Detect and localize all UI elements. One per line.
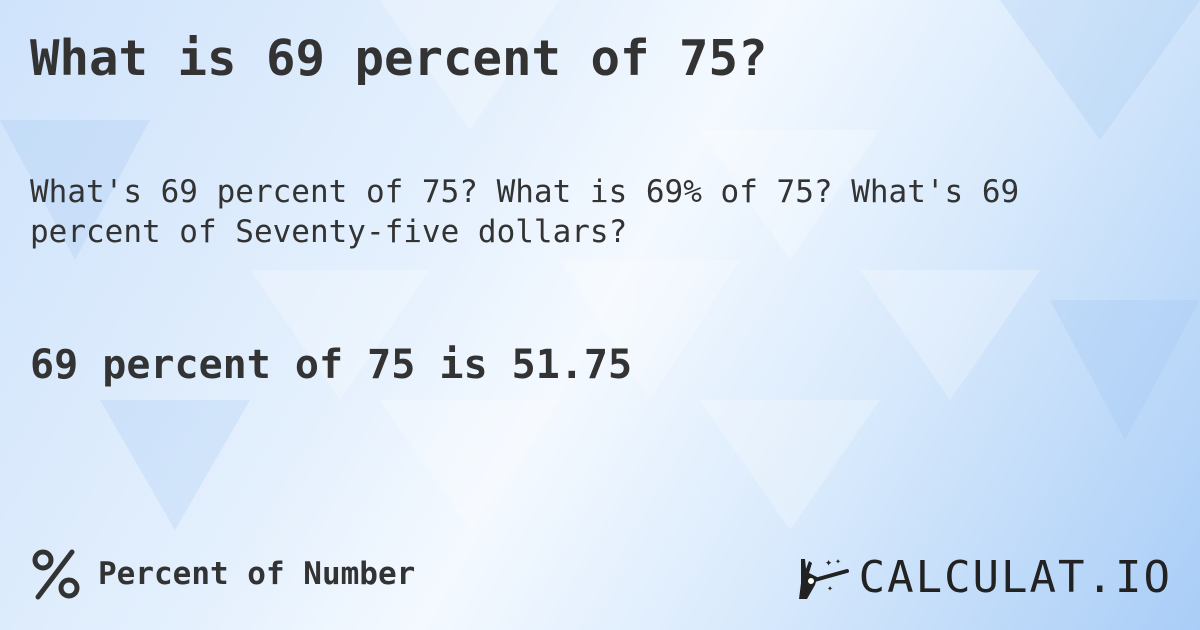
percent-icon [32, 549, 80, 600]
page-title: What is 69 percent of 75? [30, 30, 768, 87]
svg-text:✦: ✦ [827, 583, 833, 594]
calculat-io-logo: ✦ ✦ ✦ CALCULAT.IO [797, 552, 1172, 603]
logo-text: CALCULAT.IO [858, 552, 1172, 603]
result-text: 69 percent of 75 is 51.75 [30, 342, 633, 388]
svg-text:✦: ✦ [825, 555, 832, 569]
question-variants: What's 69 percent of 75? What is 69% of … [30, 174, 1020, 250]
category-name: Percent of Number [98, 556, 416, 592]
category-label: Percent of Number [30, 548, 415, 600]
magic-hand-wand-icon: ✦ ✦ ✦ [798, 555, 849, 599]
svg-text:✦: ✦ [835, 556, 841, 567]
